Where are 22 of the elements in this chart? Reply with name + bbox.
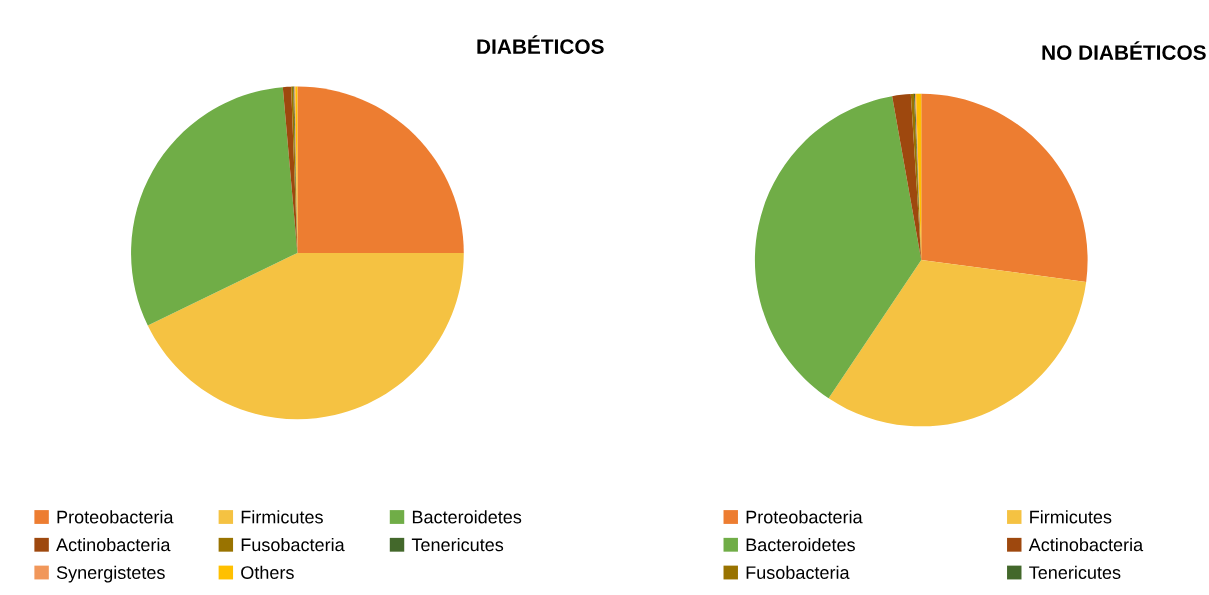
legend-label: Tenericutes <box>1029 565 1121 579</box>
legend-label: Proteobacteria <box>57 510 174 524</box>
legend-label: Proteobacteria <box>746 510 863 524</box>
chart-title: DIABÉTICOS <box>477 35 604 54</box>
legend-label: Tenericutes <box>411 537 504 552</box>
pie-slice <box>147 252 464 420</box>
legend-label: Fusobacteria <box>241 537 345 552</box>
chart-title: NO DIABÉTICOS <box>1042 41 1206 60</box>
pie-slice <box>131 87 298 326</box>
pie-slice <box>754 96 922 399</box>
legend-label: Firmicutes <box>241 510 323 524</box>
legend-label: Others <box>241 565 294 579</box>
legend-label: Actinobacteria <box>56 537 171 552</box>
legend-label: Actinobacteria <box>1028 537 1144 552</box>
pie-slice <box>828 260 1087 427</box>
legend-label: Bacteroidetes <box>746 537 855 552</box>
pie-slice <box>297 86 464 253</box>
legend-label: Synergistetes <box>56 565 165 583</box>
pie-slice <box>921 93 1088 282</box>
legend-label: Bacteroidetes <box>412 510 522 524</box>
legend-label: Firmicutes <box>1030 510 1112 524</box>
legend-label: Fusobacteria <box>746 565 850 579</box>
